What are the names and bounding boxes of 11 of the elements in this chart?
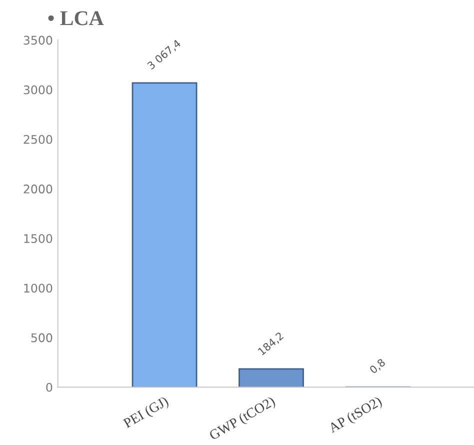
y-tick-label: 500 (31, 333, 52, 342)
x-tick-label: PEI (GJ) (122, 396, 170, 431)
y-tick-label: 2500 (24, 134, 52, 144)
chart-title: • LCA (48, 11, 104, 26)
y-tick-label: 2000 (24, 184, 52, 194)
y-tick-label: 3500 (24, 36, 52, 45)
y-tick-label: 1000 (24, 284, 52, 293)
y-tick-label: 0 (46, 382, 52, 392)
data-label: 0,8 (369, 358, 386, 375)
y-tick-label: 3000 (24, 85, 52, 94)
y-tick-label: 1500 (24, 234, 52, 244)
